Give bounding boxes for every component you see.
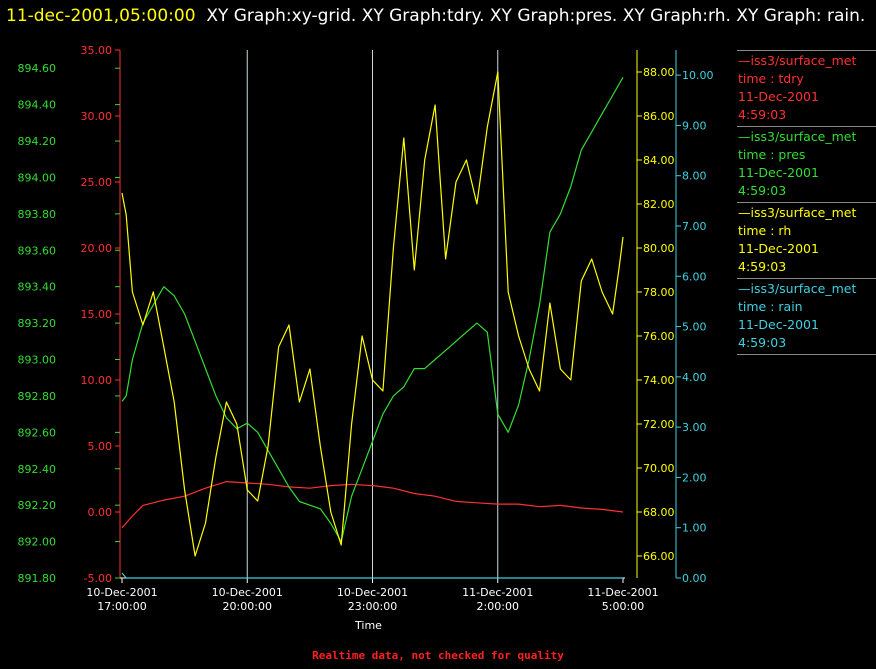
rh-series-line [121, 71, 624, 557]
tdry-tick-label: 30.00 [81, 110, 113, 123]
rh-tick-label: 72.00 [643, 418, 675, 431]
pres-tick-label: 893.00 [18, 354, 57, 367]
pres-tick-label: 892.40 [18, 463, 57, 476]
tdry-tick-label: -5.00 [84, 572, 112, 585]
pres-tick-label: 892.80 [18, 390, 57, 403]
rain-tick-label: 6.00 [682, 270, 707, 283]
legend-date: 11-Dec-2001 [738, 89, 819, 104]
legend-time: 4:59:03 [738, 335, 787, 350]
x-tick-time: 23:00:00 [348, 600, 397, 613]
tdry-tick-label: 0.00 [88, 506, 113, 519]
rain-tick-label: 10.00 [682, 69, 714, 82]
rh-tick-label: 84.00 [643, 154, 675, 167]
rain-tick-label: 9.00 [682, 119, 707, 132]
legend-field: time : rh [738, 223, 792, 238]
legend-source: —iss3/surface_met [738, 53, 857, 68]
pres-tick-label: 893.60 [18, 244, 57, 257]
legend-field: time : rain [738, 299, 803, 314]
rain-tick-label: 2.00 [682, 471, 707, 484]
rain-tick-label: 4.00 [682, 371, 707, 384]
rh-tick-label: 82.00 [643, 198, 675, 211]
x-tick-date: 10-Dec-2001 [337, 586, 408, 599]
legend-source: —iss3/surface_met [738, 129, 857, 144]
x-tick-time: 17:00:00 [97, 600, 146, 613]
x-tick-date: 10-Dec-2001 [212, 586, 283, 599]
rh-tick-label: 80.00 [643, 242, 675, 255]
tdry-series-line [121, 481, 624, 529]
legend-date: 11-Dec-2001 [738, 317, 819, 332]
rh-tick-label: 76.00 [643, 330, 675, 343]
rain-tick-label: 7.00 [682, 220, 707, 233]
legend-date: 11-Dec-2001 [738, 165, 819, 180]
legend-time: 4:59:03 [738, 107, 787, 122]
graph-names: XY Graph:xy-grid. XY Graph:tdry. XY Grap… [206, 6, 866, 26]
rain-tick-label: 5.00 [682, 321, 707, 334]
pres-tick-label: 894.60 [18, 62, 57, 75]
rain-tick-label: 8.00 [682, 170, 707, 183]
quality-notice: Realtime data, not checked for quality [312, 649, 564, 662]
x-tick-date: 11-Dec-2001 [462, 586, 533, 599]
pres-tick-label: 893.40 [18, 281, 57, 294]
rh-tick-label: 66.00 [643, 550, 675, 563]
pres-tick-label: 892.00 [18, 536, 57, 549]
rh-tick-label: 78.00 [643, 286, 675, 299]
graph-title: 11-dec-2001,05:00:00 XY Graph:xy-grid. X… [6, 2, 866, 30]
tdry-tick-label: 5.00 [88, 440, 113, 453]
x-tick-date: 10-Dec-2001 [86, 586, 157, 599]
rh-tick-label: 68.00 [643, 506, 675, 519]
rh-tick-label: 70.00 [643, 462, 675, 475]
pres-tick-label: 893.80 [18, 208, 57, 221]
pres-tick-label: 893.20 [18, 317, 57, 330]
rain-tick-label: 1.00 [682, 522, 707, 535]
tdry-tick-label: 15.00 [81, 308, 113, 321]
legend-field: time : tdry [738, 71, 804, 86]
rain-series-line [121, 572, 623, 579]
x-tick-time: 20:00:00 [223, 600, 272, 613]
pres-tick-label: 891.80 [18, 572, 57, 585]
pres-tick-label: 892.60 [18, 426, 57, 439]
tdry-tick-label: 20.00 [81, 242, 113, 255]
x-tick-time: 2:00:00 [477, 600, 519, 613]
tdry-tick-label: 25.00 [81, 176, 113, 189]
legend-source: —iss3/surface_met [738, 281, 857, 296]
legend: —iss3/surface_met time : tdry 11-Dec-2001 4… [737, 50, 876, 355]
pres-tick-label: 892.20 [18, 499, 57, 512]
pres-tick-label: 894.40 [18, 99, 57, 112]
rain-tick-label: 3.00 [682, 421, 707, 434]
tdry-tick-label: 35.00 [81, 44, 113, 57]
x-tick-time: 5:00:00 [602, 600, 644, 613]
rh-tick-label: 86.00 [643, 110, 675, 123]
legend-date: 11-Dec-2001 [738, 241, 819, 256]
rh-tick-label: 88.00 [643, 66, 675, 79]
tdry-tick-label: 10.00 [81, 374, 113, 387]
legend-source: —iss3/surface_met [738, 205, 857, 220]
x-tick-date: 11-Dec-2001 [587, 586, 658, 599]
x-axis-label: Time [354, 619, 382, 632]
pres-series-line [121, 77, 624, 543]
rh-tick-label: 74.00 [643, 374, 675, 387]
legend-time: 4:59:03 [738, 183, 787, 198]
legend-field: time : pres [738, 147, 806, 162]
legend-time: 4:59:03 [738, 259, 787, 274]
rain-tick-label: 0.00 [682, 572, 707, 585]
pres-tick-label: 894.20 [18, 135, 57, 148]
timestamp: 11-dec-2001,05:00:00 [6, 6, 196, 26]
pres-tick-label: 894.00 [18, 171, 57, 184]
